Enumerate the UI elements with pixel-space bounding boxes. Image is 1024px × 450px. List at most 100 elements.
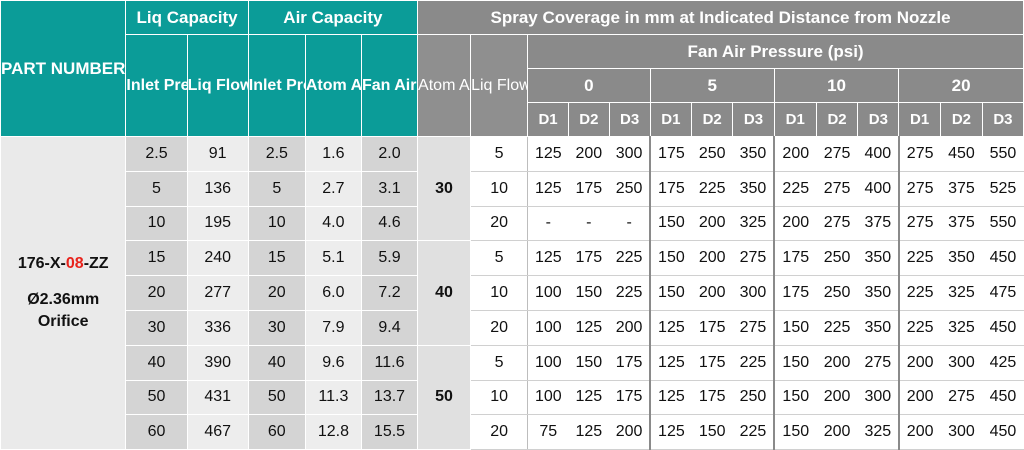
coverage-value-cell: 275 <box>816 171 858 207</box>
coverage-value-cell: 225 <box>897 275 941 311</box>
coverage-value-cell: 275 <box>732 310 775 346</box>
coverage-value-cell: 175 <box>649 171 692 207</box>
coverage-value-cell: 225 <box>691 171 733 207</box>
fan-air-scfm-header: Fan Air scfm <box>360 34 419 137</box>
coverage-value-cell: 325 <box>940 310 983 346</box>
coverage-value-cell: 125 <box>649 310 692 346</box>
coverage-value-cell: 150 <box>649 275 692 311</box>
coverage-value-cell: 250 <box>609 171 650 207</box>
fan-air-scfm-cell: 2.0 <box>360 136 419 172</box>
coverage-value-cell: 200 <box>816 345 858 381</box>
atom-air-psi-cell: 30 <box>417 135 472 242</box>
coverage-value-cell: 250 <box>732 380 775 416</box>
d3-header: D3 <box>857 102 900 137</box>
atom-air-scfm-cell: 2.7 <box>304 170 362 207</box>
coverage-value-cell: 150 <box>568 275 610 311</box>
liq-inlet-pres-cell: 60 <box>125 414 188 450</box>
liq-inlet-pres-cell: 10 <box>125 205 188 242</box>
coverage-value-cell: 225 <box>732 345 775 381</box>
liq-flow-cell: 467 <box>186 414 249 450</box>
coverage-value-cell: 350 <box>732 171 775 207</box>
coverage-value-cell: 200 <box>691 275 733 311</box>
fan-air-scfm-cell: 11.6 <box>360 344 419 381</box>
coverage-value-cell: 275 <box>940 380 983 416</box>
atom-air-scfm-cell: 9.6 <box>304 344 362 381</box>
atom-air-psi-cell: 40 <box>417 240 472 346</box>
fan-pressure-20-header: 20 <box>898 68 1024 103</box>
table-row: 40 390 40 9.6 11.6 50 5 100 150 175 125 175 225 150 20… <box>1 344 1024 450</box>
air-inlet-pres-header: Inlet Pres psi <box>247 34 306 137</box>
coverage-value-cell: 125 <box>568 380 610 416</box>
coverage-value-cell: 200 <box>816 380 858 416</box>
coverage-value-cell: 150 <box>568 345 610 381</box>
coverage-value-cell: 450 <box>982 414 1024 450</box>
coverage-value-cell: 200 <box>609 310 650 346</box>
coverage-value-cell: 175 <box>691 310 733 346</box>
coverage-value-cell: 125 <box>649 380 692 416</box>
liq-flow-cell: 277 <box>186 275 249 311</box>
coverage-value-cell: 450 <box>982 310 1024 346</box>
table-row: 176-X-08-ZZ Ø2.36mm Orifice 2.5 91 2.5 1.6 2.0 3… <box>0 135 1024 450</box>
coverage-value-cell: 175 <box>568 240 610 277</box>
air-inlet-pres-cell: 15 <box>247 240 306 277</box>
table-body: 176-X-08-ZZ Ø2.36mm Orifice 2.5 91 2.5 1.6 2.0 3… <box>0 135 1024 450</box>
coverage-value-cell: 325 <box>732 206 775 242</box>
air-inlet-pres-cell: 40 <box>247 344 306 381</box>
coverage-value-cell: 250 <box>691 136 733 172</box>
atom-air-scfm-cell: 7.9 <box>304 309 362 346</box>
d1-header: D1 <box>773 102 817 137</box>
coverage-value-cell: 450 <box>940 136 983 172</box>
liq-inlet-pres-cell: 40 <box>125 344 188 381</box>
atom-air-scfm-header: Atom Air scfm <box>304 34 362 137</box>
coverage-value-cell: 225 <box>816 310 858 346</box>
d1-header: D1 <box>898 102 942 137</box>
part-number-cell: 176-X-08-ZZ Ø2.36mm Orifice <box>0 135 127 450</box>
air-inlet-pres-cell: 2.5 <box>247 136 306 172</box>
coverage-value-cell: 200 <box>609 414 650 450</box>
atom-air-scfm-cell: 4.0 <box>304 205 362 242</box>
coverage-value-cell: 300 <box>609 136 650 172</box>
atom-air-psi-cell: 50 <box>417 344 472 450</box>
coverage-value-cell: - <box>527 206 569 242</box>
coverage-value-cell: 550 <box>982 206 1024 242</box>
coverage-value-cell: 425 <box>982 345 1024 381</box>
orifice-label: Orifice <box>37 313 89 331</box>
part-number-label: PART NUMBER <box>1 58 126 78</box>
coverage-value-cell: 175 <box>649 136 692 172</box>
coverage-value-cell: 375 <box>940 206 983 242</box>
fan-air-scfm-cell: 13.7 <box>360 379 419 416</box>
fan-air-scfm-cell: 9.4 <box>360 309 419 346</box>
table-row: 60 467 60 12.8 15.5 20 75 125 200 125 150 225 150 200… <box>1 414 1024 450</box>
coverage-value-cell: 125 <box>527 171 569 207</box>
fan-air-scfm-cell: 7.2 <box>360 275 419 311</box>
coverage-value-cell: 300 <box>732 275 775 311</box>
d3-header: D3 <box>981 102 1024 137</box>
liq-flow-cell: 91 <box>186 136 249 172</box>
coverage-value-cell: 125 <box>649 345 692 381</box>
coverage-value-cell: 150 <box>773 380 817 416</box>
coverage-value-cell: 100 <box>527 310 569 346</box>
coverage-value-cell: 175 <box>773 275 817 311</box>
coverage-value-cell: 300 <box>940 414 983 450</box>
coverage-value-cell: 400 <box>857 136 899 172</box>
coverage-value-cell: 375 <box>857 206 899 242</box>
coverage-value-cell: 175 <box>568 171 610 207</box>
coverage-value-cell: 400 <box>857 171 899 207</box>
liq-flow-cell: 336 <box>186 309 249 346</box>
liq-flow-psi-cell: 10 <box>470 171 528 207</box>
fan-air-pressure-header: Fan Air Pressure (psi) <box>527 34 1024 69</box>
coverage-value-cell: 200 <box>773 136 817 172</box>
table-row: 50 431 50 11.3 13.7 10 100 125 175 125 175 250 150 20… <box>1 379 1024 416</box>
coverage-value-cell: 100 <box>527 345 569 381</box>
d1-header: D1 <box>649 102 693 137</box>
liq-flow-psi-cell: 5 <box>470 240 528 277</box>
coverage-value-cell: 125 <box>649 414 692 450</box>
table-row: 10 195 10 4.0 4.6 20- - -150 200 325 200 275 375 275 3… <box>1 205 1024 242</box>
coverage-value-cell: 250 <box>816 240 858 277</box>
coverage-value-cell: 150 <box>649 240 692 277</box>
d2-header: D2 <box>940 102 983 137</box>
coverage-value-cell: 275 <box>897 136 941 172</box>
coverage-value-cell: 300 <box>940 345 983 381</box>
liq-flow-psi-cell: 5 <box>470 136 528 172</box>
d2-header: D2 <box>815 102 859 137</box>
